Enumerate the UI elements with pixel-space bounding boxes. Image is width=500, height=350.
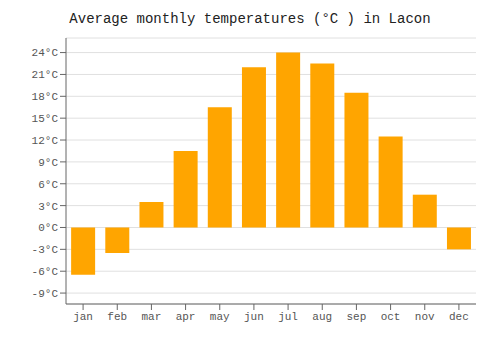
svg-text:24°C: 24°C [32, 47, 59, 59]
svg-text:6°C: 6°C [38, 179, 58, 191]
svg-text:-3°C: -3°C [32, 244, 59, 256]
svg-text:may: may [210, 311, 230, 323]
html-text:Average monthly temperatures (: Average monthly temperatures (°C ) in La… [69, 11, 431, 27]
svg-text:0°C: 0°C [38, 222, 58, 234]
svg-text:9°C: 9°C [38, 157, 58, 169]
svg-text:21°C: 21°C [32, 69, 59, 81]
svg-text:mar: mar [142, 311, 162, 323]
svg-text:apr: apr [176, 311, 196, 323]
svg-text:oct: oct [381, 311, 401, 323]
svg-text:dec: dec [449, 311, 469, 323]
svg-text:-6°C: -6°C [32, 266, 59, 278]
svg-text:nov: nov [415, 311, 435, 323]
svg-text:18°C: 18°C [32, 91, 59, 103]
svg-text:feb: feb [107, 311, 127, 323]
svg-text:3°C: 3°C [38, 201, 58, 213]
svg-text:jul: jul [278, 311, 298, 323]
svg-text:12°C: 12°C [32, 135, 59, 147]
svg-text:15°C: 15°C [32, 113, 59, 125]
svg-text:jan: jan [73, 311, 93, 323]
svg-text:jun: jun [244, 311, 264, 323]
svg-text:sep: sep [347, 311, 367, 323]
svg-text:-9°C: -9°C [32, 288, 59, 300]
svg-text:aug: aug [312, 311, 332, 323]
